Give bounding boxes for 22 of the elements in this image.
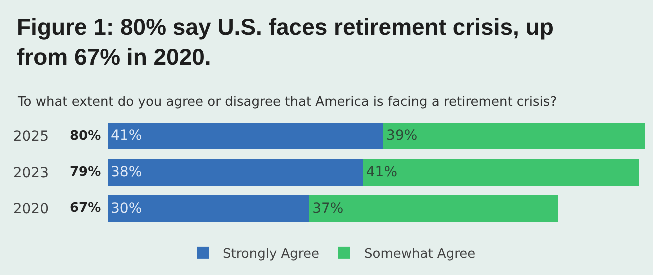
chart-title: Figure 1: 80% say U.S. faces retirement crisis, up from 67% in 2020. [17,14,554,70]
chart-subtitle: To what extent do you agree or disagree that America is facing a retirement crisis? [17,95,558,110]
total-label: 67% [70,201,102,216]
data-label: 39% [386,128,418,144]
bar [363,159,639,186]
y-tick-label: 2023 [13,165,49,182]
bar [108,159,364,186]
data-label: 41% [366,164,398,180]
y-tick-label: 2020 [13,202,49,218]
legend-label: Somewhat Agree [364,247,476,262]
data-label: 38% [111,164,142,180]
total-label: 80% [70,129,102,144]
bar [310,196,558,222]
bar [384,122,646,150]
data-label: 30% [111,200,142,217]
data-label: 41% [111,128,142,144]
bar [108,122,384,150]
data-label: 37% [312,200,344,217]
legend-label: Strongly Agree [223,247,320,262]
total-label: 79% [70,165,102,180]
bar [108,196,310,222]
y-tick-label: 2025 [13,129,49,146]
